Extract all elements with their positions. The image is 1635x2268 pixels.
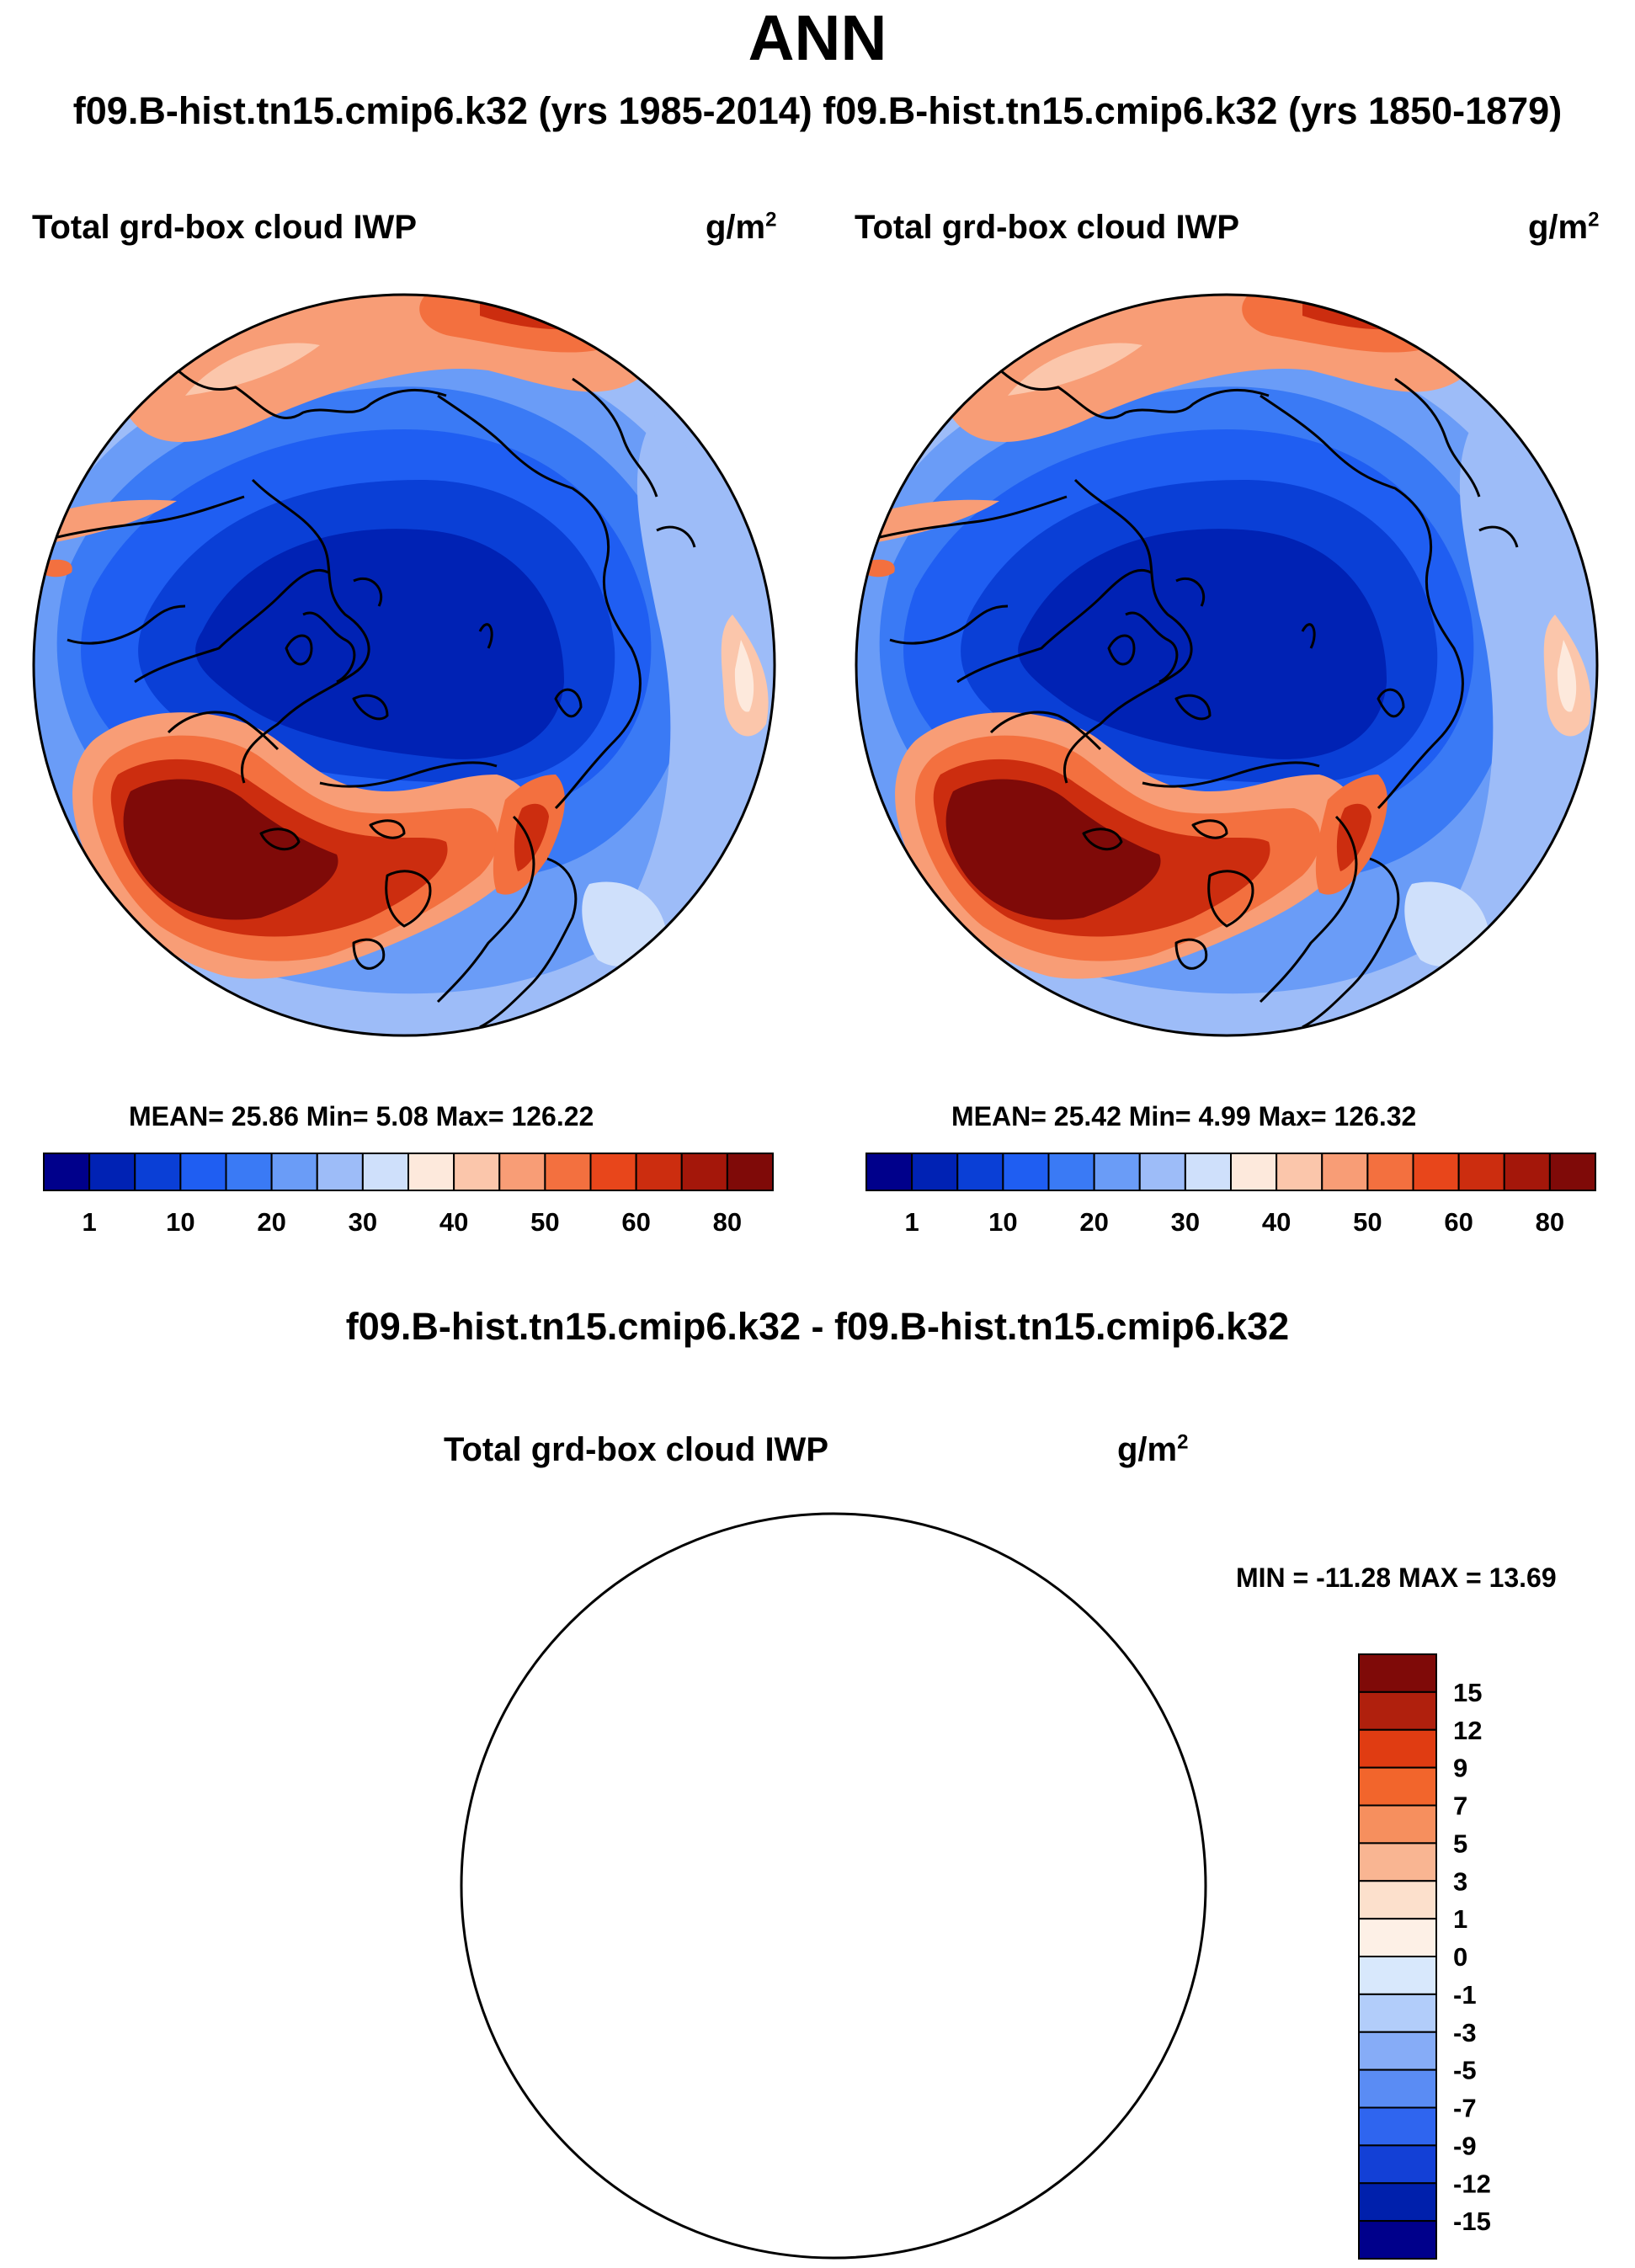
panel2-colorbar-tick-label: 1: [905, 1207, 919, 1237]
diff-colorbar-cell: [1358, 1728, 1437, 1769]
diff-colorbar-tick-label: 1: [1453, 1904, 1467, 1934]
panel1-colorbar-cell: [544, 1153, 592, 1191]
diff-colorbar-cell: [1358, 2031, 1437, 2071]
diff-colorbar-tick-label: 5: [1453, 1829, 1467, 1858]
diff-colorbar-tick-label: -3: [1453, 2018, 1477, 2047]
diff-colorbar-tick-label: 7: [1453, 1792, 1467, 1821]
diff-colorbar: 15 12 9 7 5 3 1 0 -1 -3 -5 -7 -9 -12 -15: [1358, 1653, 1491, 2260]
panel1-colorbar-cell: [134, 1153, 182, 1191]
panel1-colorbar-cell: [453, 1153, 501, 1191]
panel1-colorbar-cell: [179, 1153, 227, 1191]
panel1-colorbar-tick-label: 50: [530, 1207, 559, 1237]
panel2-colorbar-tick-label: 40: [1262, 1207, 1291, 1237]
panel1-title: Total grd-box cloud IWP: [32, 209, 417, 246]
panel2-colorbar: 1 10 20 30 40 50 60 80: [865, 1153, 1596, 1237]
panel1-colorbar-tick-label: 60: [621, 1207, 650, 1237]
panel2-colorbar-cell: [1412, 1153, 1460, 1191]
panel1-map: [32, 293, 776, 1037]
panel1-colorbar-cell: [88, 1153, 136, 1191]
panel1-colorbar-cell: [43, 1153, 91, 1191]
panel2-colorbar-cell: [1457, 1153, 1505, 1191]
panel2-colorbar-cell: [1138, 1153, 1186, 1191]
diff-colorbar-cell: [1358, 2068, 1437, 2109]
diff-colorbar-cell: [1358, 1842, 1437, 1882]
panel1-colorbar: 1 10 20 30 40 50 60 80: [43, 1153, 774, 1237]
panel1-colorbar-tick-label: 40: [439, 1207, 468, 1237]
panel1-colorbar-cell: [316, 1153, 364, 1191]
panel1-colorbar-cell: [407, 1153, 455, 1191]
panel1-units: g/m2: [706, 208, 777, 246]
panel2-units: g/m2: [1528, 208, 1600, 246]
panel2-stats: MEAN= 25.42 Min= 4.99 Max= 126.32: [951, 1101, 1417, 1131]
panel2-colorbar-tick-label: 20: [1079, 1207, 1108, 1237]
panel2-colorbar-cell: [911, 1153, 959, 1191]
panel2-colorbar-cell: [1093, 1153, 1141, 1191]
panel2-title: Total grd-box cloud IWP: [855, 209, 1239, 246]
panel2-colorbar-cell: [1276, 1153, 1323, 1191]
diff-colorbar-tick-label: -15: [1453, 2207, 1491, 2236]
panel1-colorbar-cell: [726, 1153, 774, 1191]
panel1-colorbar-tick-label: 10: [166, 1207, 194, 1237]
panel1-colorbar-cell: [361, 1153, 409, 1191]
panel2-colorbar-tick-label: 10: [988, 1207, 1017, 1237]
panel2-colorbar-cell: [1366, 1153, 1414, 1191]
diff-panel-title: Total grd-box cloud IWP: [444, 1431, 828, 1468]
diff-colorbar-tick-label: -9: [1453, 2131, 1477, 2160]
panel1-colorbar-cell: [498, 1153, 546, 1191]
diff-colorbar-cell: [1358, 1918, 1437, 1957]
panel2-colorbar-cell: [1047, 1153, 1095, 1191]
panel1-colorbar-tick-label: 1: [83, 1207, 97, 1237]
panel2-colorbar-cell: [1002, 1153, 1050, 1191]
panel2-colorbar-cell: [865, 1153, 913, 1191]
panel2-colorbar-cell: [1548, 1153, 1596, 1191]
diff-colorbar-cell: [1358, 1653, 1437, 1693]
diff-panel-stats: MIN = -11.28 MAX = 13.69: [1236, 1563, 1557, 1593]
panel2-colorbar-tick-label: 30: [1171, 1207, 1200, 1237]
diff-colorbar-cell: [1358, 1690, 1437, 1731]
panel2-colorbar-tick-label: 50: [1353, 1207, 1382, 1237]
diff-colorbar-cell: [1358, 1956, 1437, 1995]
panel2-colorbar-tick-label: 80: [1536, 1207, 1564, 1237]
diff-colorbar-tick-label: 15: [1453, 1678, 1482, 1707]
diff-colorbar-cell: [1358, 1804, 1437, 1845]
panel1-colorbar-cell: [635, 1153, 683, 1191]
panel2-colorbar-cell: [956, 1153, 1004, 1191]
diff-colorbar-cell: [1358, 2144, 1437, 2185]
panel1-colorbar-cell: [680, 1153, 728, 1191]
panel1-colorbar-tick-label: 30: [349, 1207, 377, 1237]
figure-title: ANN: [748, 3, 887, 74]
diff-colorbar-tick-label: 9: [1453, 1754, 1467, 1783]
panel2-colorbar-tick-label: 60: [1444, 1207, 1473, 1237]
diff-panel-units: g/m2: [1117, 1430, 1189, 1468]
panel2-colorbar-cell: [1184, 1153, 1232, 1191]
diff-colorbar-tick-label: 12: [1453, 1716, 1482, 1745]
diff-colorbar-tick-label: 3: [1453, 1866, 1467, 1896]
panel1-colorbar-cell: [270, 1153, 318, 1191]
diff-colorbar-tick-label: -1: [1453, 1980, 1477, 2010]
difference-header: f09.B-hist.tn15.cmip6.k32 - f09.B-hist.t…: [345, 1305, 1290, 1348]
diff-map: [460, 1512, 1207, 2260]
panel2-colorbar-cell: [1321, 1153, 1369, 1191]
diff-colorbar-cell: [1358, 2220, 1437, 2260]
diff-colorbar-cell: [1358, 2106, 1437, 2147]
panel1-colorbar-tick-label: 80: [713, 1207, 742, 1237]
diff-colorbar-tick-label: -5: [1453, 2056, 1477, 2085]
panel1-colorbar-cell: [589, 1153, 637, 1191]
diff-colorbar-cell: [1358, 1766, 1437, 1807]
panel1-colorbar-tick-label: 20: [257, 1207, 285, 1237]
diff-colorbar-tick-label: 0: [1453, 1942, 1467, 1972]
case-header: f09.B-hist.tn15.cmip6.k32 (yrs 1985-2014…: [72, 89, 1563, 132]
panel2-map: [855, 293, 1599, 1037]
panel2-colorbar-cell: [1230, 1153, 1278, 1191]
panel2-colorbar-cell: [1503, 1153, 1551, 1191]
diff-colorbar-cell: [1358, 2182, 1437, 2223]
diff-colorbar-tick-label: -12: [1453, 2169, 1491, 2198]
diff-colorbar-cell: [1358, 1880, 1437, 1920]
panel1-stats: MEAN= 25.86 Min= 5.08 Max= 126.22: [129, 1101, 594, 1131]
diff-colorbar-cell: [1358, 1993, 1437, 2033]
panel1-colorbar-cell: [225, 1153, 273, 1191]
diff-colorbar-tick-label: -7: [1453, 2094, 1477, 2123]
